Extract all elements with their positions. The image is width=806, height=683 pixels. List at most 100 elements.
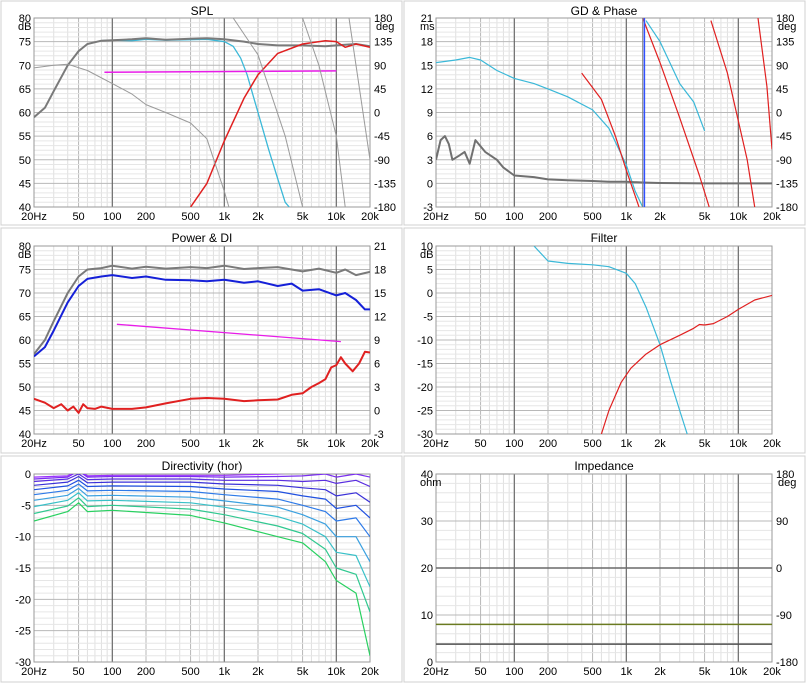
spl-ylabel: dB <box>18 21 31 33</box>
directivity-hor-panel-border <box>0 455 403 683</box>
x-tick-label: 10k <box>327 438 345 450</box>
spl-series-7-line <box>348 18 370 160</box>
gd-phase-series-0-line <box>436 56 644 207</box>
x-tick-label: 5k <box>699 438 711 450</box>
x-tick-label: 20k <box>361 438 379 450</box>
y-tick-label: 40 <box>19 202 31 214</box>
y-tick-label: 0 <box>427 178 433 190</box>
spl-series-3-line <box>104 70 337 74</box>
x-tick-label: 5k <box>297 438 309 450</box>
y2-tick-label: 0 <box>374 406 380 418</box>
y2-tick-label: 0 <box>776 108 782 120</box>
gd-phase-series-3-line <box>581 72 640 207</box>
y2-tick-label: 135 <box>374 37 392 49</box>
x-tick-label: 2k <box>654 211 666 223</box>
y2-tick-label: -90 <box>776 610 792 622</box>
x-tick-label: 2k <box>252 211 264 223</box>
gd-phase-plot-frame <box>435 17 773 208</box>
spl-title: SPL <box>191 4 214 18</box>
x-tick-label: 2k <box>252 666 264 678</box>
filter-title: Filter <box>591 231 618 245</box>
impedance-ylabel: ohm <box>420 477 441 489</box>
directivity-hor-series-9-line <box>34 502 370 656</box>
gd-phase-y2label: deg <box>778 21 796 33</box>
y2-tick-label: 3 <box>374 382 380 394</box>
y-tick-label: 21 <box>421 13 433 25</box>
x-tick-label: 100 <box>505 438 523 450</box>
y-tick-label: 75 <box>19 37 31 49</box>
y-tick-label: 18 <box>421 37 433 49</box>
x-tick-label: 500 <box>583 211 601 223</box>
x-tick-label: 1k <box>620 211 632 223</box>
directivity-hor-series-1-line <box>34 474 370 480</box>
y2-tick-label: 21 <box>374 241 386 253</box>
x-tick-label: 200 <box>137 211 155 223</box>
x-tick-label: 5k <box>699 666 711 678</box>
spl-series-4-line <box>34 63 230 207</box>
spl-series-group <box>34 18 370 207</box>
x-tick-label: 20k <box>763 438 781 450</box>
x-tick-label: 500 <box>181 438 199 450</box>
y2-tick-label: 180 <box>776 13 794 25</box>
x-tick-label: 200 <box>137 438 155 450</box>
spl-y2label: deg <box>376 21 394 33</box>
x-tick-label: 200 <box>137 666 155 678</box>
power-di-plot-frame <box>33 245 371 435</box>
x-tick-label: 20Hz <box>423 211 449 223</box>
impedance-panel-border <box>403 455 806 683</box>
x-tick-label: 50 <box>474 666 486 678</box>
gd-phase-ylabel: ms <box>420 21 435 33</box>
x-tick-label: 5k <box>297 666 309 678</box>
x-tick-label: 1k <box>218 211 230 223</box>
filter-ylabel: dB <box>420 249 433 261</box>
x-tick-label: 1k <box>620 666 632 678</box>
y-tick-label: 20 <box>421 563 433 575</box>
x-tick-label: 100 <box>505 666 523 678</box>
directivity-hor-chart: Directivity (hor) 20Hz 50 100 200 500 1k 2k 5k 10… <box>0 455 403 683</box>
y-tick-label: -25 <box>417 406 433 418</box>
y-tick-label: 70 <box>19 288 31 300</box>
y2-tick-label: 45 <box>374 84 386 96</box>
x-tick-label: 10k <box>729 438 747 450</box>
directivity-hor-series-2-line <box>34 474 370 488</box>
power-di-series-group <box>34 264 370 414</box>
filter-series-0-line <box>533 246 688 434</box>
y-tick-label: -10 <box>15 532 31 544</box>
x-tick-label: 20Hz <box>423 666 449 678</box>
directivity-hor-series-7-line <box>34 492 370 588</box>
y-tick-label: 80 <box>19 241 31 253</box>
directivity-hor-series-8-line <box>34 497 370 613</box>
y-tick-label: 5 <box>427 265 433 277</box>
y2-tick-label: 90 <box>374 60 386 72</box>
x-tick-label: 5k <box>699 211 711 223</box>
y2-tick-label: 9 <box>374 335 380 347</box>
y-tick-label: 60 <box>19 335 31 347</box>
gd-phase-gridlines <box>435 17 773 208</box>
power-di-series-3-line <box>116 323 341 343</box>
x-tick-label: 50 <box>72 438 84 450</box>
power-di-series-2-line <box>34 350 370 414</box>
y-tick-label: -25 <box>15 626 31 638</box>
directivity-hor-title: Directivity (hor) <box>162 459 243 473</box>
x-tick-label: 500 <box>583 666 601 678</box>
y-tick-label: -20 <box>15 594 31 606</box>
y-tick-label: 0 <box>25 469 31 481</box>
x-tick-label: 2k <box>654 438 666 450</box>
y-tick-label: 55 <box>19 359 31 371</box>
x-tick-label: 10k <box>729 666 747 678</box>
y2-tick-label: 12 <box>374 312 386 324</box>
y2-tick-label: 15 <box>374 288 386 300</box>
x-tick-label: 2k <box>252 438 264 450</box>
y-tick-label: 65 <box>19 312 31 324</box>
y-tick-label: 40 <box>19 429 31 441</box>
impedance-y2label: deg <box>778 477 796 489</box>
y-tick-label: 30 <box>421 516 433 528</box>
y2-tick-label: 18 <box>374 265 386 277</box>
filter-gridlines <box>435 245 773 435</box>
y2-tick-label: -45 <box>776 131 792 143</box>
y-tick-label: -3 <box>423 202 433 214</box>
x-tick-label: 20k <box>361 211 379 223</box>
